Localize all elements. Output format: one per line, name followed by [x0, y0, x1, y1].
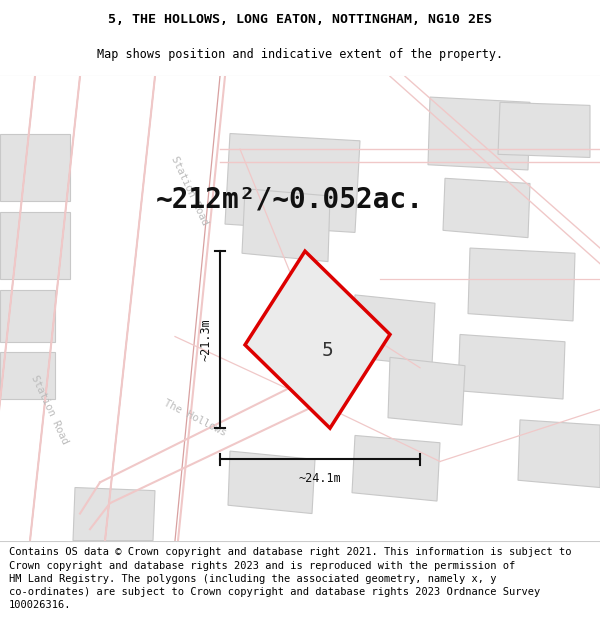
Polygon shape	[443, 178, 530, 238]
Text: Station Road: Station Road	[29, 373, 70, 446]
Polygon shape	[352, 295, 435, 366]
Polygon shape	[352, 436, 440, 501]
Text: The Hollows: The Hollows	[162, 398, 228, 438]
Polygon shape	[0, 352, 55, 399]
Polygon shape	[0, 134, 70, 201]
Polygon shape	[428, 97, 530, 170]
Polygon shape	[225, 134, 360, 232]
Text: Station Road: Station Road	[170, 154, 211, 227]
Polygon shape	[0, 212, 70, 279]
Text: 5: 5	[322, 341, 334, 359]
Polygon shape	[0, 290, 55, 342]
Polygon shape	[468, 248, 575, 321]
Polygon shape	[228, 451, 315, 514]
Polygon shape	[388, 357, 465, 425]
Text: Contains OS data © Crown copyright and database right 2021. This information is : Contains OS data © Crown copyright and d…	[9, 548, 571, 610]
Polygon shape	[73, 488, 155, 541]
Polygon shape	[498, 102, 590, 158]
Text: ~212m²/~0.052ac.: ~212m²/~0.052ac.	[156, 185, 424, 213]
Text: 5, THE HOLLOWS, LONG EATON, NOTTINGHAM, NG10 2ES: 5, THE HOLLOWS, LONG EATON, NOTTINGHAM, …	[108, 12, 492, 26]
Polygon shape	[242, 189, 330, 262]
Polygon shape	[458, 334, 565, 399]
Polygon shape	[518, 420, 600, 488]
Text: ~24.1m: ~24.1m	[299, 472, 341, 484]
Polygon shape	[245, 251, 390, 428]
Text: ~21.3m: ~21.3m	[199, 318, 212, 361]
Text: Map shows position and indicative extent of the property.: Map shows position and indicative extent…	[97, 48, 503, 61]
